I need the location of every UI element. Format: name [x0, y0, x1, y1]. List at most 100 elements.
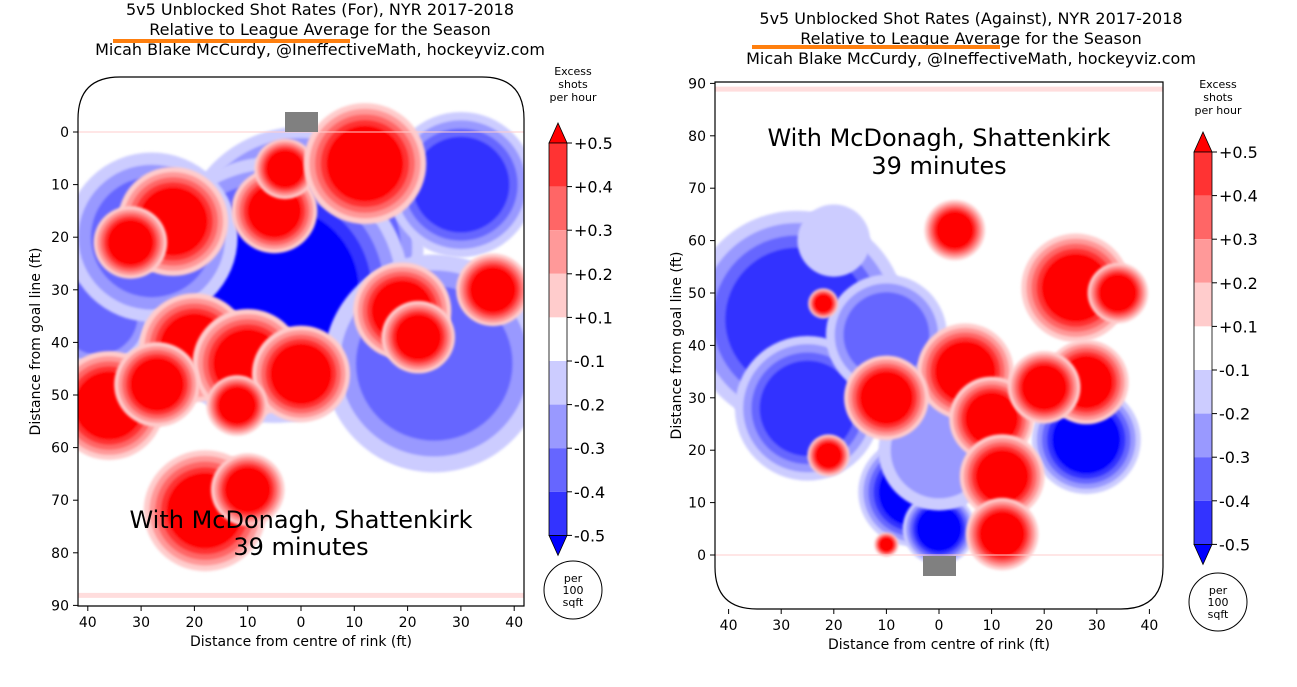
colorbar-title-line: shots — [1203, 91, 1233, 104]
x-tick-label: 10 — [983, 618, 1001, 634]
colorbar-segment — [549, 273, 567, 318]
heat-contour — [813, 294, 833, 313]
y-tick-label: 50 — [51, 388, 69, 404]
title-highlight-underline — [752, 45, 1000, 49]
colorbar-outline — [1193, 151, 1213, 545]
y-tick-label: 40 — [51, 335, 69, 351]
y-tick-label: 70 — [688, 181, 706, 197]
colorbar-tick-label: +0.1 — [574, 308, 613, 327]
colorbar-outline — [548, 142, 568, 536]
heat-blob — [734, 335, 881, 481]
rink-outline — [77, 76, 525, 607]
colorbar-segment — [1194, 413, 1212, 458]
colorbar-segment — [549, 186, 567, 231]
y-tick-label: 60 — [51, 441, 69, 457]
heat-blob — [1087, 262, 1149, 324]
y-axis-label: Distance from goal line (ft) — [669, 252, 685, 440]
y-tick-label: 30 — [51, 283, 69, 299]
y-tick-label: 70 — [51, 493, 69, 509]
y-tick-label: 20 — [688, 443, 706, 459]
colorbar-segment — [1194, 282, 1212, 327]
chart-title-line-2: Relative to League Average for the Seaso… — [800, 29, 1142, 48]
colorbar-tick-label: -0.3 — [1219, 448, 1250, 467]
colorbar-title-line: Excess — [1199, 78, 1237, 91]
heat-contour — [395, 314, 442, 360]
y-tick-label: 30 — [688, 391, 706, 407]
heat-contour — [265, 149, 305, 188]
heat-contour — [107, 219, 154, 266]
colorbar-extend-top — [548, 122, 568, 144]
heat-contour — [843, 292, 930, 378]
heat-contour — [326, 125, 404, 202]
y-tick-label: 0 — [60, 125, 69, 141]
unit-badge-text: sqft — [563, 596, 584, 609]
colorbar-segment — [1194, 500, 1212, 545]
colorbar-tick-label: +0.4 — [574, 178, 613, 197]
chart-title-line-1: 5v5 Unblocked Shot Rates (Against), NYR … — [759, 9, 1183, 28]
x-tick-label: 30 — [132, 615, 150, 631]
x-tick-label: 30 — [452, 615, 470, 631]
heat-contour — [217, 386, 257, 425]
rink-outline — [714, 81, 1164, 610]
unit-badge-text: 100 — [1208, 596, 1229, 609]
colorbar-tick-label: +0.2 — [1219, 274, 1258, 293]
heat-blob — [902, 492, 976, 565]
colorbar-extend-bottom — [1193, 544, 1213, 566]
colorbar-segment — [1194, 195, 1212, 240]
heat-blob — [797, 204, 871, 277]
x-tick-label: 10 — [239, 615, 257, 631]
x-tick-label: 10 — [345, 615, 363, 631]
colorbar-tick-label: +0.1 — [1219, 317, 1258, 336]
title-highlight-underline — [113, 39, 350, 43]
annotation-minutes: 39 minutes — [871, 152, 1006, 180]
chart-title-line-3: Micah Blake McCurdy, @IneffectiveMath, h… — [95, 40, 545, 59]
y-tick-label: 90 — [688, 76, 706, 92]
heat-blob — [844, 355, 929, 440]
y-axis-label: Distance from goal line (ft) — [28, 248, 44, 436]
heat-blob — [93, 206, 168, 279]
chart-panel-against: 5v5 Unblocked Shot Rates (Against), NYR … — [645, 0, 1297, 687]
annotation-players: With McDonagh, Shattenkirk — [767, 124, 1110, 152]
colorbar-segment — [549, 491, 567, 536]
heat-contour — [412, 136, 510, 233]
x-tick-label: 30 — [1088, 618, 1106, 634]
colorbar-segment — [1194, 152, 1212, 196]
y-tick-label: 10 — [51, 178, 69, 194]
colorbar-segment — [549, 230, 567, 274]
x-tick-label: 10 — [877, 618, 895, 634]
colorbar-tick-label: -0.2 — [1219, 405, 1250, 424]
heat-contour — [859, 371, 913, 425]
heat-blob — [924, 199, 986, 261]
x-tick-label: 30 — [772, 618, 790, 634]
heat-contour — [1098, 274, 1137, 312]
annotation-players: With McDonagh, Shattenkirk — [129, 506, 472, 534]
heat-blob — [303, 103, 427, 225]
chart-title-line-3: Micah Blake McCurdy, @IneffectiveMath, h… — [746, 49, 1196, 68]
heat-blob — [114, 342, 200, 427]
chart-title-line-1: 5v5 Unblocked Shot Rates (For), NYR 2017… — [125, 0, 515, 19]
y-tick-label: 40 — [688, 338, 706, 354]
heat-contour — [759, 360, 856, 456]
colorbar-tick-label: +0.2 — [574, 265, 613, 284]
unit-badge-circle — [1188, 572, 1248, 632]
heat-blob — [206, 375, 268, 436]
far-boundary-band — [715, 86, 1163, 92]
colorbar-title-line: per hour — [1195, 104, 1242, 117]
colorbar-tick-label: +0.5 — [1219, 143, 1258, 162]
y-tick-label: 10 — [688, 496, 706, 512]
y-tick-label: 50 — [688, 286, 706, 302]
colorbar-segment — [549, 317, 567, 361]
colorbar-tick-label: -0.2 — [574, 396, 605, 415]
colorbar-title-line: per hour — [550, 91, 597, 104]
y-tick-label: 60 — [688, 234, 706, 250]
colorbar-tick-label: +0.3 — [574, 221, 613, 240]
colorbar-segment — [1194, 370, 1212, 414]
colorbar-segment — [549, 361, 567, 405]
annotation-minutes: 39 minutes — [233, 533, 368, 561]
heat-blob — [251, 325, 351, 423]
heat-contour — [979, 511, 1025, 557]
x-tick-label: 20 — [399, 615, 417, 631]
y-tick-label: 90 — [51, 598, 69, 614]
